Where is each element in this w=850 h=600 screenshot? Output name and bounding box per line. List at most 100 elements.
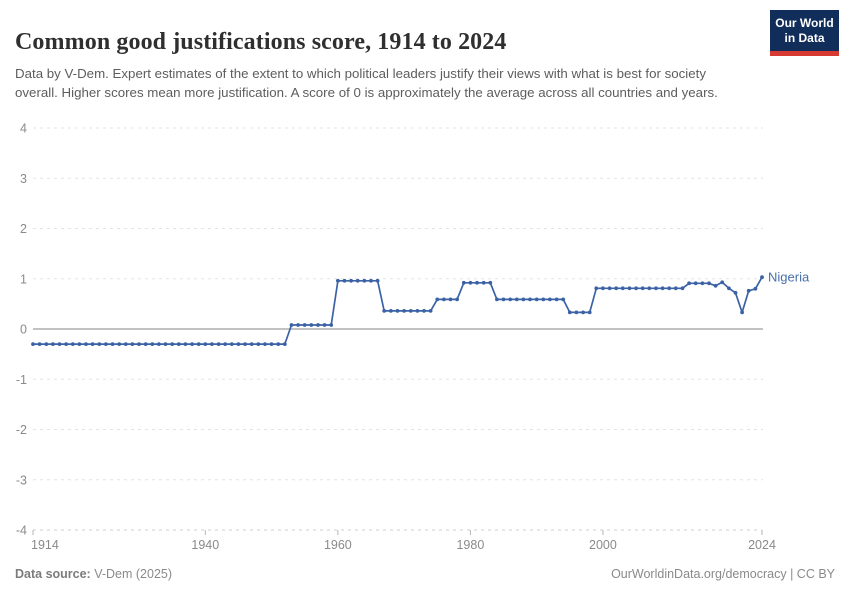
data-point[interactable] (727, 286, 731, 291)
data-point[interactable] (282, 342, 287, 346)
data-point[interactable] (488, 280, 493, 285)
data-point[interactable] (481, 280, 486, 285)
data-point[interactable] (329, 323, 334, 327)
data-point[interactable] (77, 342, 82, 346)
data-point[interactable] (269, 342, 274, 346)
data-point[interactable] (309, 323, 314, 327)
data-point[interactable] (229, 342, 234, 346)
data-point[interactable] (634, 286, 638, 291)
data-point[interactable] (587, 310, 592, 315)
data-point[interactable] (561, 297, 566, 302)
data-point[interactable] (355, 278, 360, 283)
data-point[interactable] (64, 342, 68, 346)
data-point[interactable] (236, 342, 241, 346)
data-point[interactable] (673, 286, 678, 291)
data-point[interactable] (243, 342, 248, 346)
data-point[interactable] (428, 309, 433, 313)
data-point[interactable] (289, 323, 294, 327)
data-point[interactable] (395, 309, 400, 313)
data-point[interactable] (70, 342, 75, 346)
data-point[interactable] (667, 286, 672, 291)
data-point[interactable] (57, 342, 62, 346)
data-point[interactable] (104, 342, 108, 346)
data-point[interactable] (627, 286, 632, 291)
data-point[interactable] (740, 310, 744, 315)
data-point[interactable] (216, 342, 221, 346)
data-point[interactable] (256, 342, 261, 346)
data-point[interactable] (336, 278, 340, 283)
data-point[interactable] (707, 281, 711, 286)
data-point[interactable] (263, 342, 267, 346)
data-point[interactable] (196, 342, 201, 346)
data-point[interactable] (594, 286, 599, 291)
data-point[interactable] (700, 281, 705, 286)
data-point[interactable] (687, 281, 691, 286)
data-point[interactable] (448, 297, 453, 302)
data-point[interactable] (501, 297, 506, 302)
data-point[interactable] (508, 297, 513, 302)
data-point[interactable] (84, 342, 88, 346)
data-point[interactable] (130, 342, 135, 346)
data-point[interactable] (680, 286, 685, 291)
data-point[interactable] (190, 342, 195, 346)
data-point[interactable] (203, 342, 208, 346)
data-point[interactable] (654, 286, 658, 291)
data-point[interactable] (567, 310, 572, 315)
data-point[interactable] (753, 286, 758, 291)
data-point[interactable] (37, 342, 42, 346)
data-point[interactable] (375, 278, 380, 283)
data-point[interactable] (528, 297, 532, 302)
data-point[interactable] (143, 342, 148, 346)
data-point[interactable] (123, 342, 128, 346)
data-point[interactable] (521, 297, 526, 302)
data-point[interactable] (316, 323, 320, 327)
data-point[interactable] (693, 281, 698, 286)
data-point[interactable] (249, 342, 254, 346)
data-point[interactable] (31, 342, 35, 346)
owid-logo[interactable]: Our World in Data (770, 10, 839, 56)
data-point[interactable] (44, 342, 49, 346)
data-point[interactable] (170, 342, 175, 346)
data-point[interactable] (137, 342, 141, 346)
data-point[interactable] (713, 283, 718, 288)
data-point[interactable] (163, 342, 168, 346)
data-point[interactable] (620, 286, 625, 291)
data-point[interactable] (183, 342, 188, 346)
data-point[interactable] (601, 286, 605, 291)
data-point[interactable] (322, 323, 327, 327)
data-point[interactable] (349, 278, 353, 283)
data-point[interactable] (647, 286, 652, 291)
data-point[interactable] (389, 309, 393, 313)
data-point[interactable] (514, 297, 519, 302)
data-point[interactable] (296, 323, 300, 327)
data-point[interactable] (223, 342, 228, 346)
data-point[interactable] (362, 278, 367, 283)
license-credit[interactable]: OurWorldinData.org/democracy | CC BY (611, 567, 835, 581)
data-point[interactable] (660, 286, 665, 291)
data-point[interactable] (422, 309, 426, 313)
data-point[interactable] (176, 342, 181, 346)
data-point[interactable] (382, 309, 387, 313)
data-point[interactable] (408, 309, 413, 313)
data-point[interactable] (554, 297, 559, 302)
data-point[interactable] (342, 278, 347, 283)
data-point[interactable] (548, 297, 552, 302)
data-point[interactable] (110, 342, 115, 346)
data-point[interactable] (720, 280, 725, 285)
data-point[interactable] (541, 297, 546, 302)
data-point[interactable] (746, 288, 751, 293)
data-point[interactable] (210, 342, 214, 346)
data-point[interactable] (435, 297, 440, 302)
data-point[interactable] (461, 280, 466, 285)
data-point[interactable] (415, 309, 420, 313)
data-point[interactable] (157, 342, 161, 346)
data-point[interactable] (455, 297, 459, 302)
data-point[interactable] (733, 290, 738, 295)
data-point[interactable] (607, 286, 612, 291)
data-point[interactable] (475, 280, 479, 285)
data-point[interactable] (574, 310, 579, 315)
data-point[interactable] (495, 297, 499, 302)
data-point[interactable] (117, 342, 122, 346)
data-point[interactable] (534, 297, 539, 302)
